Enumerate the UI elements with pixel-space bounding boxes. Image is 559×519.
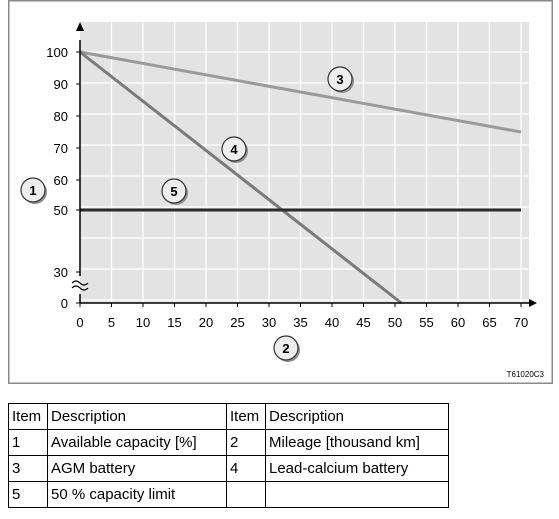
x-tick-label: 40	[325, 315, 339, 330]
legend-header-item: Item	[226, 403, 266, 430]
y-tick-label: 50	[54, 203, 68, 218]
legend-header-description: Description	[47, 403, 227, 430]
callout-circle	[221, 136, 247, 162]
callout-label: 3	[336, 72, 343, 87]
legend-row: 1 Available capacity [%] 2 Mileage [thou…	[8, 429, 449, 456]
legend-header-item: Item	[8, 403, 48, 430]
x-tick-label: 10	[136, 315, 150, 330]
x-tick-label: 65	[482, 315, 496, 330]
callouts: 1 2 3 4 5	[20, 66, 354, 362]
x-tick-label: 70	[514, 315, 528, 330]
callout-label: 4	[230, 142, 238, 157]
y-tick-label: 30	[54, 265, 68, 280]
callout-label: 5	[170, 184, 177, 199]
chart-svg: 0 5 10 15 20 25 30 35 40 45 50 55 60 65 70100908070605…	[8, 0, 553, 384]
callout-circle	[161, 178, 187, 204]
figure-code: T61020C3	[507, 370, 545, 379]
axes	[71, 22, 537, 307]
legend-item-description	[265, 481, 449, 508]
series	[79, 50, 522, 305]
tick-labels: 0 5 10 15 20 25 30 35 40 45 50 55 60 65 70100908070605…	[46, 45, 528, 330]
callout-label: 2	[282, 341, 289, 356]
x-tick-label: 60	[451, 315, 465, 330]
legend-item-number: 1	[8, 429, 48, 456]
legend-header-row: Item Description Item Description	[8, 403, 449, 430]
legend-item-description: Lead-calcium battery	[265, 455, 449, 482]
legend-item-number: 2	[226, 429, 266, 456]
x-tick-label: 20	[199, 315, 213, 330]
x-tick-label: 50	[388, 315, 402, 330]
x-tick-label: 5	[108, 315, 115, 330]
legend-row: 3 AGM battery 4 Lead-calcium battery	[8, 455, 449, 482]
x-tick-label: 55	[419, 315, 433, 330]
series-line-3	[79, 50, 522, 134]
axis-break-mark	[71, 280, 89, 291]
series-line-4	[79, 50, 403, 305]
legend-item-number: 4	[226, 455, 266, 482]
legend-item-description: Mileage [thousand km]	[265, 429, 449, 456]
legend-item-description: 50 % capacity limit	[47, 481, 227, 508]
y-tick-label: 0	[61, 296, 68, 311]
callout-circle	[327, 66, 353, 92]
x-tick-label: 25	[230, 315, 244, 330]
legend-item-number: 5	[8, 481, 48, 508]
plot-area	[80, 22, 529, 303]
callout-circle	[20, 177, 46, 203]
legend-item-number	[226, 481, 266, 508]
y-tick-label: 80	[54, 109, 68, 124]
y-tick-label: 60	[54, 173, 68, 188]
x-tick-label: 45	[356, 315, 370, 330]
y-tick-label: 100	[46, 45, 68, 60]
callout-circle	[273, 335, 299, 361]
legend-item-description: AGM battery	[47, 455, 227, 482]
legend-row: 5 50 % capacity limit	[8, 481, 449, 508]
legend-item-description: Available capacity [%]	[47, 429, 227, 456]
legend-table: Item Description Item Description 1 Avai…	[8, 403, 449, 508]
legend-item-number: 3	[8, 455, 48, 482]
y-tick-label: 90	[54, 77, 68, 92]
x-tick-label: 15	[167, 315, 181, 330]
x-axis-arrow	[529, 299, 537, 307]
x-tick-label: 0	[76, 315, 83, 330]
y-tick-label: 70	[54, 141, 68, 156]
y-axis-arrow	[76, 22, 84, 31]
grid	[80, 22, 529, 303]
x-tick-label: 35	[293, 315, 307, 330]
callout-label: 1	[29, 183, 36, 198]
figure-frame	[8, 0, 553, 384]
chart-figure: 0 5 10 15 20 25 30 35 40 45 50 55 60 65 70 100 90 80 70 60 5…	[8, 0, 553, 384]
x-tick-label: 30	[262, 315, 276, 330]
legend-header-description: Description	[265, 403, 449, 430]
